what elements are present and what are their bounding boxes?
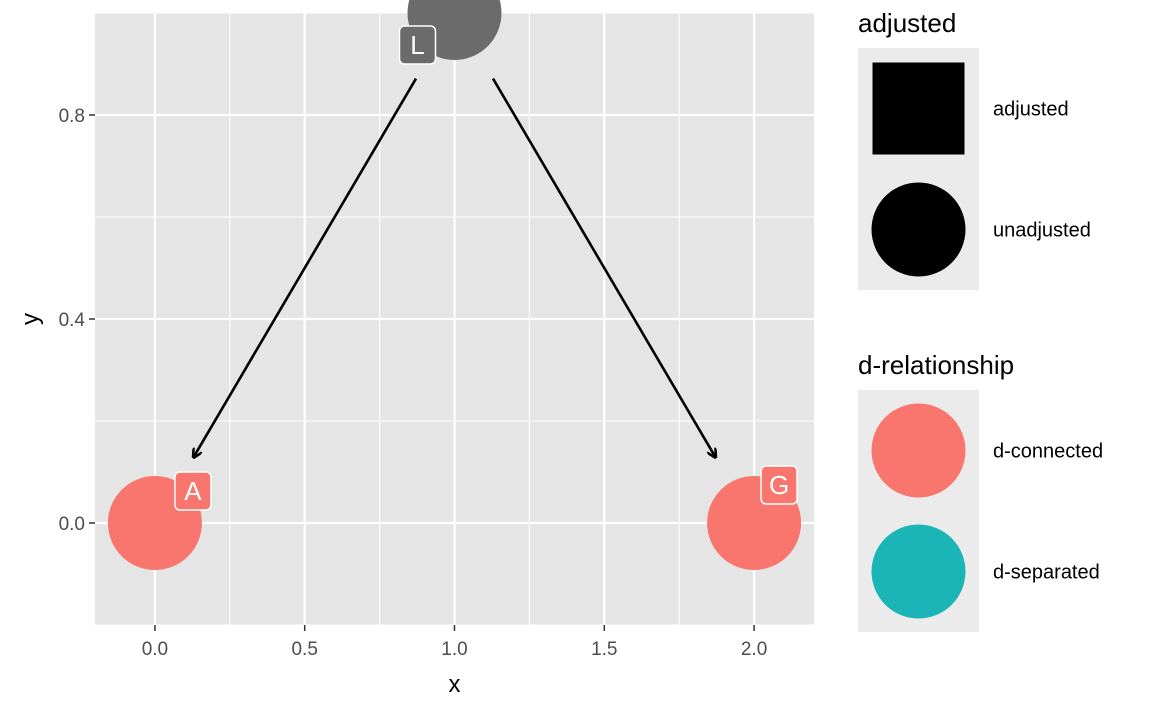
legend-key-circle bbox=[871, 182, 966, 277]
node-label-L: L bbox=[398, 25, 437, 65]
node-label-text: L bbox=[410, 30, 424, 60]
y-tick-label: 0.0 bbox=[59, 514, 85, 535]
y-axis-title: y bbox=[17, 313, 44, 325]
x-tick-label: 2.0 bbox=[741, 639, 767, 660]
node-labels: A L G bbox=[174, 25, 798, 511]
legend-label: d-separated bbox=[993, 562, 1100, 584]
x-tick-label: 0.0 bbox=[142, 639, 168, 660]
node-label-box bbox=[760, 465, 798, 505]
x-tick-label: 1.0 bbox=[441, 639, 467, 660]
x-tick-label: 1.5 bbox=[591, 639, 617, 660]
legends: adjusted adjusted unadjusted d-relationship… bbox=[858, 8, 1103, 632]
y-axis: 0.0 0.4 0.8 bbox=[59, 106, 95, 535]
legend-title: d-relationship bbox=[858, 350, 1014, 380]
node-label-text: A bbox=[184, 476, 202, 506]
node-label-box bbox=[398, 25, 437, 65]
legend-label: unadjusted bbox=[993, 220, 1091, 242]
y-tick-label: 0.4 bbox=[59, 310, 86, 331]
legend-key-circle bbox=[871, 403, 966, 498]
major-grid-lines bbox=[95, 13, 814, 625]
node-label-A: A bbox=[174, 471, 212, 511]
node-label-box bbox=[174, 471, 212, 511]
legend-title: adjusted bbox=[858, 8, 956, 38]
legend-key-circle bbox=[871, 524, 966, 619]
x-axis: 0.0 0.5 1.0 1.5 2.0 bbox=[142, 625, 767, 660]
x-tick-label: 0.5 bbox=[291, 639, 317, 660]
legend-key-square bbox=[872, 62, 965, 155]
x-axis-title: x bbox=[449, 671, 461, 698]
legend-label: d-connected bbox=[993, 441, 1103, 463]
legend-d-relationship: d-relationship d-connected d-separated bbox=[858, 350, 1103, 632]
legend-adjusted: adjusted adjusted unadjusted bbox=[858, 8, 1091, 290]
node-label-G: G bbox=[760, 465, 798, 505]
edge-L-A bbox=[193, 77, 418, 458]
edges bbox=[193, 77, 716, 458]
legend-label: adjusted bbox=[993, 99, 1069, 121]
edge-L-G bbox=[491, 77, 716, 458]
y-tick-label: 0.8 bbox=[59, 106, 85, 127]
node-label-text: G bbox=[769, 470, 789, 500]
